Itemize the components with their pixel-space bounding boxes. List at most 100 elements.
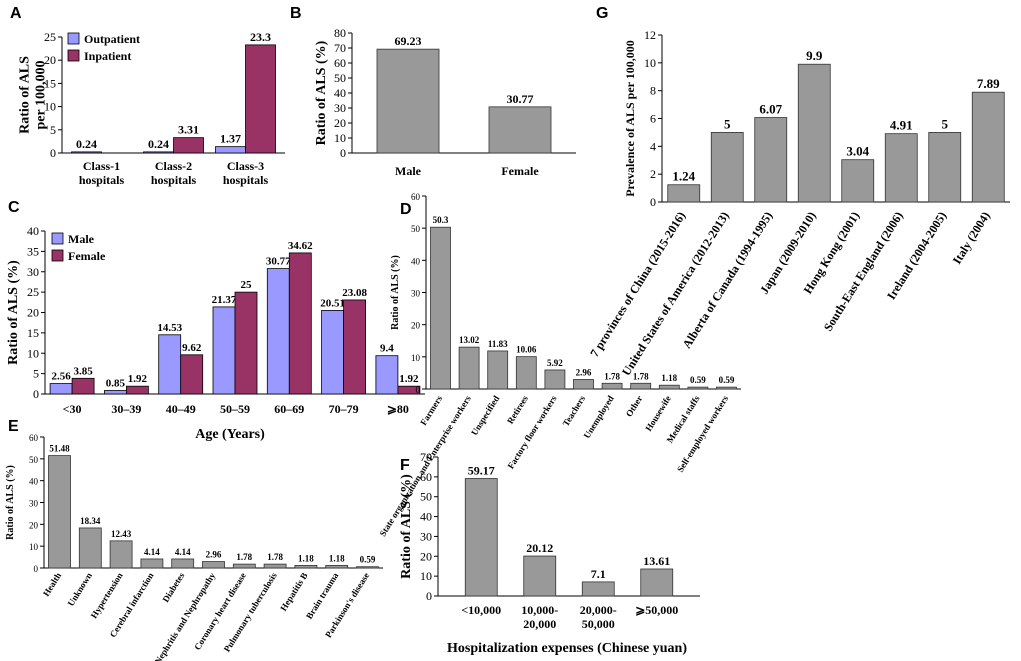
x-tick-label: Unspecified bbox=[469, 394, 501, 437]
x-tick-label: <10,000 bbox=[461, 603, 501, 617]
bar bbox=[640, 568, 674, 597]
y-tick-label: 30 bbox=[420, 529, 432, 543]
bar bbox=[464, 478, 498, 597]
data-label: 1.18 bbox=[298, 553, 314, 563]
bar bbox=[928, 132, 962, 203]
y-tick-label: 50 bbox=[411, 224, 421, 234]
data-label: 11.83 bbox=[488, 339, 508, 349]
data-label: 50.3 bbox=[433, 215, 449, 225]
bar bbox=[376, 48, 440, 154]
x-tick-label: Diabetes bbox=[160, 570, 186, 604]
panel-c: C 0 5 10 15 20 25 30 35 40 Ratio of ALS (%) Age (Ye… bbox=[6, 199, 425, 442]
y-axis-label: Ratio of ALS (%) bbox=[5, 465, 16, 540]
data-label: 0.24 bbox=[148, 137, 169, 151]
x-tick-label-line: Class-3 bbox=[227, 159, 264, 173]
x-tick-label-line: 20,000 bbox=[523, 617, 556, 631]
data-label: 59.17 bbox=[468, 464, 495, 478]
x-tick-label-line: 60–69 bbox=[274, 402, 304, 416]
data-label: 1.78 bbox=[633, 371, 649, 381]
x-tick-label: 40–49 bbox=[166, 402, 196, 416]
x-tick-label-line: 20,000- bbox=[580, 603, 617, 617]
bar bbox=[343, 299, 367, 395]
panel-label: A bbox=[10, 5, 22, 22]
y-axis-label: Ratio of ALS (%) bbox=[314, 40, 329, 145]
y-tick-label: 20 bbox=[411, 321, 421, 331]
x-tick-label-line: 70–79 bbox=[329, 402, 359, 416]
x-axis-label: Age (Years) bbox=[195, 427, 265, 442]
x-tick-label: Farmers bbox=[418, 393, 444, 427]
bar bbox=[48, 455, 71, 569]
data-label: 13.61 bbox=[643, 554, 670, 568]
bar bbox=[667, 184, 701, 203]
x-tick-label: Other bbox=[624, 394, 645, 419]
y-tick-label: 60 bbox=[420, 470, 432, 484]
bar bbox=[716, 386, 737, 390]
data-label: 3.31 bbox=[178, 123, 199, 137]
legend-label: Female bbox=[68, 249, 106, 263]
y-tick-label: 40 bbox=[27, 224, 39, 238]
x-tick-label: 60–69 bbox=[274, 402, 304, 416]
x-axis-label: Hospitalization expenses (Chinese yuan) bbox=[447, 641, 687, 656]
y-tick-label: 40 bbox=[334, 86, 346, 100]
bar bbox=[487, 350, 509, 390]
panel-g: G 0 2 4 6 8 10 12 Prevalence of ALS per 100,000 1… bbox=[587, 5, 1010, 378]
y-tick-label: 15 bbox=[44, 76, 56, 90]
bar bbox=[658, 384, 680, 390]
bar bbox=[488, 106, 552, 154]
bar bbox=[375, 355, 399, 395]
data-label: 9.4 bbox=[380, 343, 394, 355]
data-label: 14.53 bbox=[157, 322, 182, 334]
y-axis-label: Ratio of ALS (%) bbox=[6, 260, 21, 365]
y-tick-label: 10 bbox=[27, 346, 39, 360]
data-label: 69.23 bbox=[395, 34, 422, 48]
bar bbox=[523, 555, 557, 597]
data-label: 4.14 bbox=[175, 547, 191, 557]
bar bbox=[430, 226, 451, 390]
y-tick-label: 6 bbox=[650, 112, 656, 126]
x-tick-label-line: Male bbox=[395, 164, 422, 178]
x-tick-label-line: hospitals bbox=[79, 173, 125, 187]
x-tick-label: Self-employed workers bbox=[675, 393, 731, 474]
panel-f: F 0 10 20 30 40 50 60 70 Ratio of ALS (%) Hospital… bbox=[399, 450, 700, 656]
y-tick-label: 2 bbox=[650, 167, 656, 181]
y-tick-label: 10 bbox=[644, 56, 656, 70]
bar bbox=[140, 558, 164, 569]
bar bbox=[126, 385, 149, 395]
y-tick-label: 8 bbox=[650, 84, 656, 98]
y-tick-label: 25 bbox=[27, 285, 39, 299]
x-tick-label-line: ⩾80 bbox=[387, 402, 409, 416]
bar bbox=[581, 581, 615, 597]
data-label: 3.04 bbox=[846, 144, 869, 159]
x-tick-label: ⩾80 bbox=[387, 402, 409, 416]
bar bbox=[49, 383, 73, 395]
bar bbox=[797, 63, 831, 203]
data-label: 20.51 bbox=[320, 297, 345, 309]
x-tick-label-line: 50,000 bbox=[582, 617, 615, 631]
bar bbox=[173, 137, 204, 154]
x-tick-label: Housewife bbox=[643, 394, 673, 433]
data-label: 25 bbox=[241, 279, 253, 291]
bar bbox=[458, 346, 480, 390]
bar bbox=[215, 146, 246, 154]
legend-label: Inpatient bbox=[84, 49, 131, 63]
data-label: 23.3 bbox=[250, 30, 271, 44]
bar bbox=[544, 369, 566, 390]
data-label: 2.56 bbox=[51, 371, 71, 383]
y-tick-label: 20 bbox=[420, 549, 432, 563]
bar bbox=[266, 268, 290, 395]
x-tick-label: Nephritis and Nephropathy bbox=[153, 570, 218, 661]
x-tick-label: Pulmonary tuberculosis bbox=[222, 570, 279, 653]
data-label: 5 bbox=[724, 116, 731, 131]
data-label: 13.02 bbox=[459, 335, 480, 345]
bar bbox=[158, 334, 182, 395]
data-label: 51.48 bbox=[49, 444, 70, 454]
panel-label: D bbox=[400, 201, 412, 218]
y-axis-label: Ratio of ALSper 100,000 bbox=[18, 56, 49, 134]
legend-swatch bbox=[51, 232, 64, 245]
y-tick-label: 40 bbox=[29, 477, 39, 487]
bar bbox=[143, 151, 174, 154]
bar bbox=[109, 540, 133, 569]
bar bbox=[71, 377, 95, 395]
